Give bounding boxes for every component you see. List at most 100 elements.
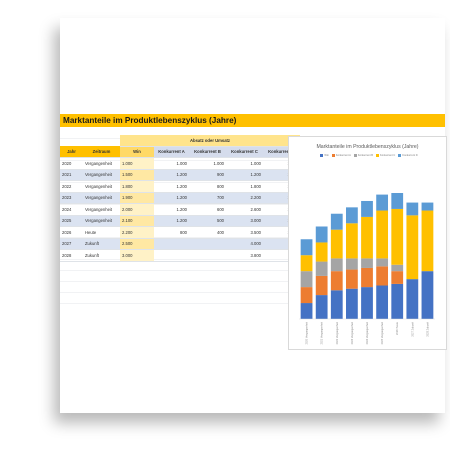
cell-c[interactable]: 1.200 [226,169,263,181]
cell-jahr[interactable]: 2020 [60,157,83,170]
bar-segment[interactable] [406,215,419,280]
cell-c[interactable]: 2.600 [226,203,263,216]
bar-segment[interactable] [315,295,328,319]
cell-win[interactable]: 1.000 [120,157,154,170]
column-header-jahr[interactable]: Jahr [60,146,83,158]
cell-c[interactable]: 3.500 [226,226,263,239]
cell-a[interactable]: 1.200 [154,192,189,204]
column-header-konkurrent-d[interactable]: Konkurrent D [263,146,300,158]
bar-segment[interactable] [300,239,313,256]
bar-segment[interactable] [315,275,328,296]
cell-b[interactable]: 800 [189,180,226,193]
bar-segment[interactable] [330,213,343,230]
cell-zeitraum[interactable]: Vergangenheit [83,169,120,181]
cell-b[interactable]: 600 [189,203,226,216]
cell-a[interactable] [154,238,189,250]
chart-panel[interactable]: Marktanteile im Produktlebenszyklus (Jah… [288,136,447,350]
bar-segment[interactable] [315,226,328,243]
bar-segment[interactable] [361,200,373,217]
cell-c[interactable]: 1.000 [226,157,263,170]
bar-segment[interactable] [330,258,343,272]
bar-segment[interactable] [346,207,358,224]
bar-segment[interactable] [300,287,313,304]
cell-c[interactable]: 4.000 [226,238,263,250]
bar-segment[interactable] [361,267,373,288]
cell-jahr[interactable]: 2028 [60,249,83,262]
cell-win[interactable]: 1.800 [120,180,154,193]
bar-segment[interactable] [376,285,389,319]
cell-win[interactable]: 2.200 [120,226,154,239]
cell-zeitraum[interactable]: Vergangenheit [83,203,120,216]
cell-win[interactable]: 2.500 [120,238,154,250]
cell-b[interactable]: 900 [189,169,226,181]
bar-segment[interactable] [346,258,358,270]
cell-a[interactable]: 1.200 [154,203,189,216]
cell-a[interactable]: 1.200 [154,169,189,181]
bar-segment[interactable] [376,210,389,259]
cell-zeitraum[interactable]: Zukunft [83,249,120,262]
bar-segment[interactable] [346,223,358,259]
cell-win[interactable]: 1.500 [120,169,154,181]
bar-segment[interactable] [406,202,419,216]
bar-segment[interactable] [300,255,313,272]
cell-c[interactable]: 2.200 [226,192,263,204]
bar-segment[interactable] [376,266,389,286]
bar-segment[interactable] [315,242,328,262]
cell-jahr[interactable]: 2025 [60,215,83,227]
cell-win[interactable]: 2.100 [120,215,154,227]
cell-jahr[interactable]: 2021 [60,169,83,181]
cell-b[interactable]: 500 [189,215,226,227]
bar-segment[interactable] [391,271,404,284]
cell-zeitraum[interactable]: Vergangenheit [83,215,120,227]
bar-segment[interactable] [391,193,404,209]
column-header-konkurrent-b[interactable]: Konkurrent B [189,146,226,158]
cell-zeitraum[interactable]: Vergangenheit [83,192,120,204]
bar-segment[interactable] [346,269,358,289]
cell-win[interactable]: 3.000 [120,249,154,262]
cell-c[interactable]: 3.800 [226,249,263,262]
cell-win[interactable]: 1.900 [120,192,154,204]
cell-a[interactable] [154,249,189,262]
cell-b[interactable] [189,238,226,250]
bar-segment[interactable] [391,264,404,272]
bar-segment[interactable] [361,216,373,259]
cell-jahr[interactable]: 2026 [60,226,83,239]
cell-zeitraum[interactable]: Vergangenheit [83,180,120,193]
bar-segment[interactable] [421,202,434,211]
bar-segment[interactable] [391,283,404,319]
bar-segment[interactable] [421,271,434,319]
cell-c[interactable]: 3.000 [226,215,263,227]
cell-c[interactable]: 1.800 [226,180,263,193]
column-header-win[interactable]: Win [120,146,154,158]
cell-a[interactable]: 800 [154,226,189,239]
bar-segment[interactable] [361,287,373,319]
column-header-konkurrent-a[interactable]: Konkurrent A [154,146,189,158]
bar-segment[interactable] [361,258,373,268]
cell-a[interactable]: 1.200 [154,215,189,227]
bar-segment[interactable] [330,229,343,259]
cell-zeitraum[interactable]: Zukunft [83,238,120,250]
bar-segment[interactable] [330,290,343,319]
bar-segment[interactable] [391,208,404,265]
bar-segment[interactable] [346,288,358,319]
bar-segment[interactable] [376,194,389,211]
cell-jahr[interactable]: 2023 [60,192,83,204]
bar-segment[interactable] [315,261,328,276]
bar-segment[interactable] [300,271,313,288]
cell-zeitraum[interactable]: Vergangenheit [83,157,120,170]
cell-jahr[interactable]: 2027 [60,238,83,250]
cell-b[interactable]: 400 [189,226,226,239]
cell-b[interactable] [189,249,226,262]
column-header-konkurrent-c[interactable]: Konkurrent C [226,146,263,158]
cell-zeitraum[interactable]: Heute [83,226,120,239]
bar-segment[interactable] [300,303,313,319]
bar-segment[interactable] [376,258,389,267]
cell-a[interactable]: 1.200 [154,180,189,193]
bar-segment[interactable] [421,210,434,272]
bar-segment[interactable] [406,279,419,319]
cell-a[interactable]: 1.000 [154,157,189,170]
cell-b[interactable]: 700 [189,192,226,204]
cell-b[interactable]: 1.000 [189,157,226,170]
cell-jahr[interactable]: 2024 [60,203,83,216]
column-header-zeitraum[interactable]: Zeitraum [83,146,120,158]
